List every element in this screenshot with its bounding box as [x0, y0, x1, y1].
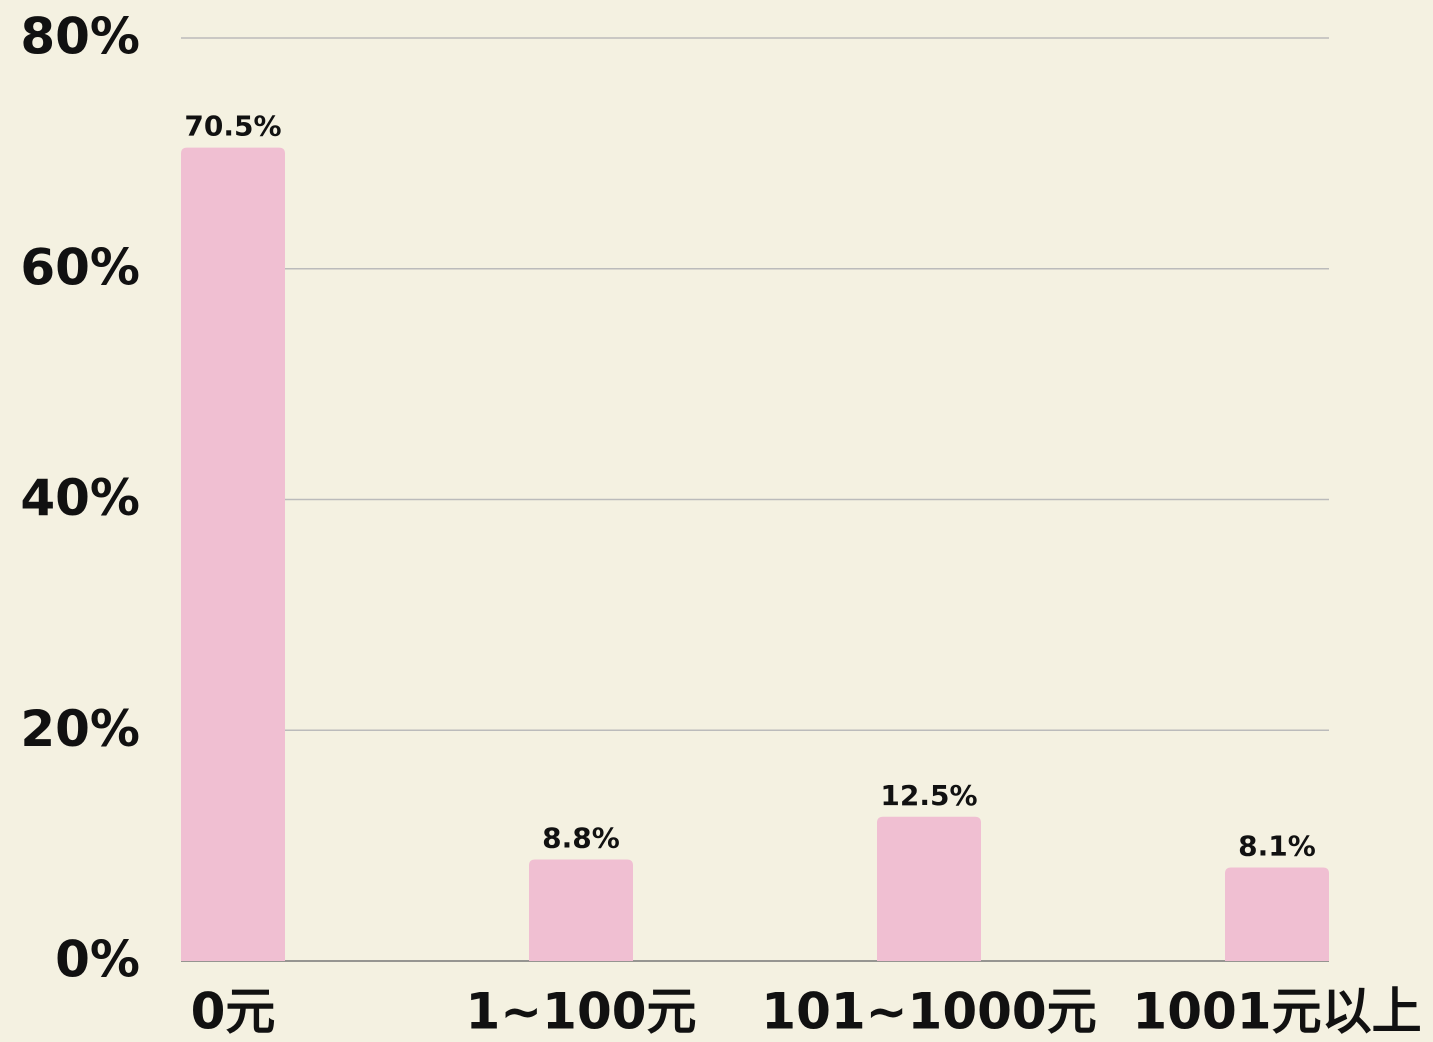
bar: [877, 816, 981, 961]
x-tick-label: 101~1000元: [761, 983, 1096, 1041]
bar: [181, 147, 285, 961]
bar: [529, 859, 633, 961]
value-label: 8.8%: [542, 821, 620, 854]
y-tick-label: 0%: [55, 931, 140, 989]
bar: [1225, 867, 1329, 961]
x-tick-label: 1001元以上: [1132, 983, 1421, 1041]
y-tick-label: 20%: [20, 700, 140, 758]
y-tick-label: 60%: [20, 238, 140, 296]
y-tick-label: 40%: [20, 469, 140, 527]
value-label: 12.5%: [880, 779, 977, 812]
x-tick-label: 1~100元: [465, 983, 696, 1041]
value-label: 8.1%: [1238, 830, 1316, 863]
value-label: 70.5%: [184, 110, 281, 143]
y-tick-label: 80%: [20, 8, 140, 66]
x-tick-label: 0元: [191, 983, 276, 1041]
